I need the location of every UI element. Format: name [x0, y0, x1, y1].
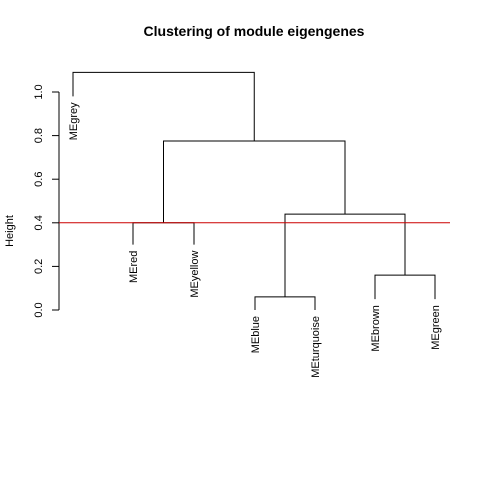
dendrogram-branch	[284, 213, 406, 297]
y-tick-label: 0.0	[33, 302, 45, 317]
dendrogram-branch	[132, 222, 195, 245]
leaf-label: MEblue	[250, 316, 262, 353]
chart-title: Clustering of module eigengenes	[144, 23, 365, 39]
leaf-label: MEgreen	[430, 305, 442, 350]
leaf-label: MEred	[128, 251, 140, 283]
leaf-label: MEbrown	[370, 305, 382, 351]
dendrogram-branches	[72, 71, 436, 310]
leaf-label: MEyellow	[189, 251, 201, 298]
dendrogram-branch	[163, 140, 346, 223]
y-tick-label: 0.4	[33, 215, 45, 230]
dendrogram-branch	[374, 274, 436, 300]
y-tick-label: 0.8	[33, 128, 45, 143]
y-axis: 0.0 0.2 0.4 0.6 0.8 1.0	[33, 84, 60, 318]
y-tick-label: 1.0	[33, 84, 45, 99]
dendrogram-branch	[72, 71, 255, 142]
leaf-label: MEturquoise	[310, 316, 322, 378]
y-axis-label: Height	[4, 215, 16, 247]
dendrogram-branch	[254, 296, 316, 310]
leaf-labels: MEgrey MEred MEyellow MEblue MEturquoise MEbr…	[68, 102, 442, 378]
y-tick-label: 0.2	[33, 259, 45, 274]
leaf-label: MEgrey	[68, 102, 80, 140]
y-tick-label: 0.6	[33, 172, 45, 187]
